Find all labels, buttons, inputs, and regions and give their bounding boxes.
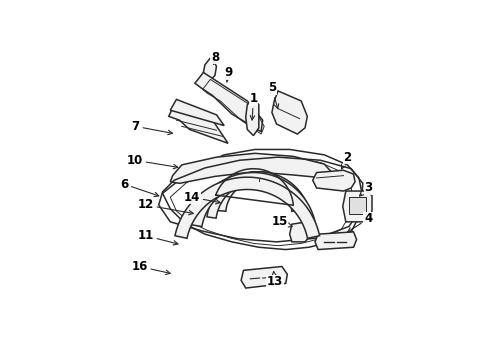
Text: 7: 7 bbox=[131, 120, 172, 135]
Polygon shape bbox=[171, 153, 332, 183]
Text: 16: 16 bbox=[131, 260, 170, 275]
Text: 8: 8 bbox=[211, 50, 219, 64]
Text: 11: 11 bbox=[138, 229, 178, 245]
Polygon shape bbox=[163, 149, 363, 249]
Text: 5: 5 bbox=[268, 81, 279, 109]
Polygon shape bbox=[241, 266, 287, 288]
Text: 10: 10 bbox=[127, 154, 178, 169]
Text: 4: 4 bbox=[348, 212, 372, 232]
Polygon shape bbox=[195, 72, 263, 132]
Text: 9: 9 bbox=[224, 66, 232, 82]
Text: 6: 6 bbox=[120, 177, 159, 197]
Polygon shape bbox=[207, 172, 311, 218]
Text: 1: 1 bbox=[249, 92, 258, 120]
Polygon shape bbox=[245, 99, 259, 136]
Polygon shape bbox=[290, 222, 311, 242]
Text: 13: 13 bbox=[267, 271, 283, 288]
Text: 3: 3 bbox=[360, 181, 372, 196]
Text: 15: 15 bbox=[271, 215, 292, 228]
Text: 14: 14 bbox=[184, 191, 220, 204]
Polygon shape bbox=[315, 232, 357, 249]
Polygon shape bbox=[313, 170, 355, 191]
Polygon shape bbox=[343, 191, 372, 222]
Polygon shape bbox=[175, 177, 319, 238]
Polygon shape bbox=[171, 99, 224, 126]
Polygon shape bbox=[191, 172, 316, 226]
Bar bbox=[349, 197, 366, 214]
Polygon shape bbox=[217, 172, 301, 211]
Polygon shape bbox=[203, 57, 217, 82]
Text: 12: 12 bbox=[138, 198, 193, 215]
Polygon shape bbox=[272, 91, 307, 134]
Polygon shape bbox=[169, 105, 228, 143]
Text: 2: 2 bbox=[342, 150, 351, 169]
